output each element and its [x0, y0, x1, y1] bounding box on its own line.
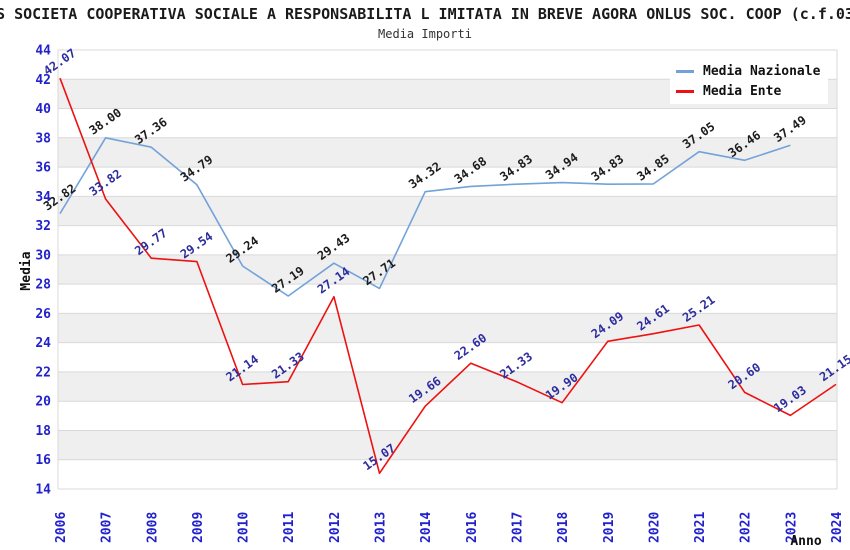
x-axis-title: Anno: [790, 534, 821, 549]
y-tick-label: 34: [35, 190, 51, 205]
x-tick-label: 2014: [419, 512, 434, 543]
x-tick-label: 2021: [693, 512, 708, 543]
media-ente-line: [59, 77, 837, 475]
y-tick-label: 24: [35, 336, 51, 351]
legend: Media Nazionale Media Ente: [670, 58, 828, 104]
media-ente-data-label: 33.82: [87, 167, 125, 199]
background-bands: [58, 79, 837, 460]
plot-band: [58, 313, 837, 343]
x-tick-label: 2017: [510, 512, 525, 543]
y-tick-label: 38: [35, 131, 51, 146]
x-tick-label: 2012: [328, 512, 343, 543]
y-tick-label: 14: [35, 483, 51, 498]
media-nazionale-data-label: 38.00: [87, 105, 125, 137]
legend-label-media-ente: Media Ente: [703, 83, 782, 99]
plot-band: [58, 137, 837, 168]
media-nazionale-line: [59, 137, 791, 297]
x-tick-label: 2024: [830, 512, 845, 543]
media-ente-data-label: 29.77: [132, 226, 170, 258]
x-tick-label: 2020: [647, 512, 662, 543]
y-tick-label: 16: [35, 453, 51, 468]
media-ente-line-marker: [676, 89, 694, 93]
x-tick-label: 2008: [145, 512, 160, 543]
x-tick-label: 2023: [784, 512, 799, 543]
x-tick-label: 2006: [54, 512, 69, 543]
x-axis-tick-labels: 2006 2007 2008 2009 2010 2011 2012 2013 2014 2016…: [54, 512, 845, 543]
legend-label-media-nazionale: Media Nazionale: [703, 63, 821, 79]
series-lines: [59, 77, 837, 475]
x-tick-label: 2018: [556, 512, 571, 543]
x-tick-label: 2007: [100, 512, 115, 543]
media-nazionale-line-marker: [676, 69, 694, 73]
plot-band: [58, 196, 837, 226]
chart-subtitle: Media Importi: [378, 27, 472, 41]
x-tick-label: 2022: [739, 512, 754, 543]
y-tick-label: 40: [35, 102, 51, 117]
y-tick-label: 20: [35, 395, 51, 410]
y-tick-label: 30: [35, 248, 51, 263]
plot-band: [58, 371, 837, 402]
y-tick-label: 42: [35, 73, 51, 88]
legend-item-media-ente: Media Ente: [676, 81, 828, 101]
gridlines: [57, 49, 838, 490]
x-tick-label: 2011: [282, 512, 297, 543]
y-tick-label: 36: [35, 161, 51, 176]
x-tick-label: 2010: [237, 512, 252, 543]
y-tick-label: 26: [35, 307, 51, 322]
y-tick-label: 28: [35, 278, 51, 293]
y-tick-label: 22: [35, 365, 51, 380]
legend-item-media-nazionale: Media Nazionale: [676, 61, 828, 81]
y-tick-label: 32: [35, 219, 51, 234]
plot-band: [58, 430, 837, 460]
x-tick-label: 2009: [191, 512, 206, 543]
x-tick-label: 2016: [465, 512, 480, 543]
x-tick-label: 2013: [374, 512, 389, 543]
chart-title: S SOCIETA COOPERATIVA SOCIALE A RESPONSA…: [0, 5, 850, 23]
y-axis-title: Media: [19, 251, 34, 290]
plot-band: [58, 254, 837, 285]
x-tick-label: 2019: [602, 512, 617, 543]
y-axis-tick-labels: 14 16 18 20 22 24 26 28 30 32 34 36 38 40 42 44: [35, 44, 51, 498]
y-tick-label: 44: [35, 44, 51, 59]
y-tick-label: 18: [35, 424, 51, 439]
